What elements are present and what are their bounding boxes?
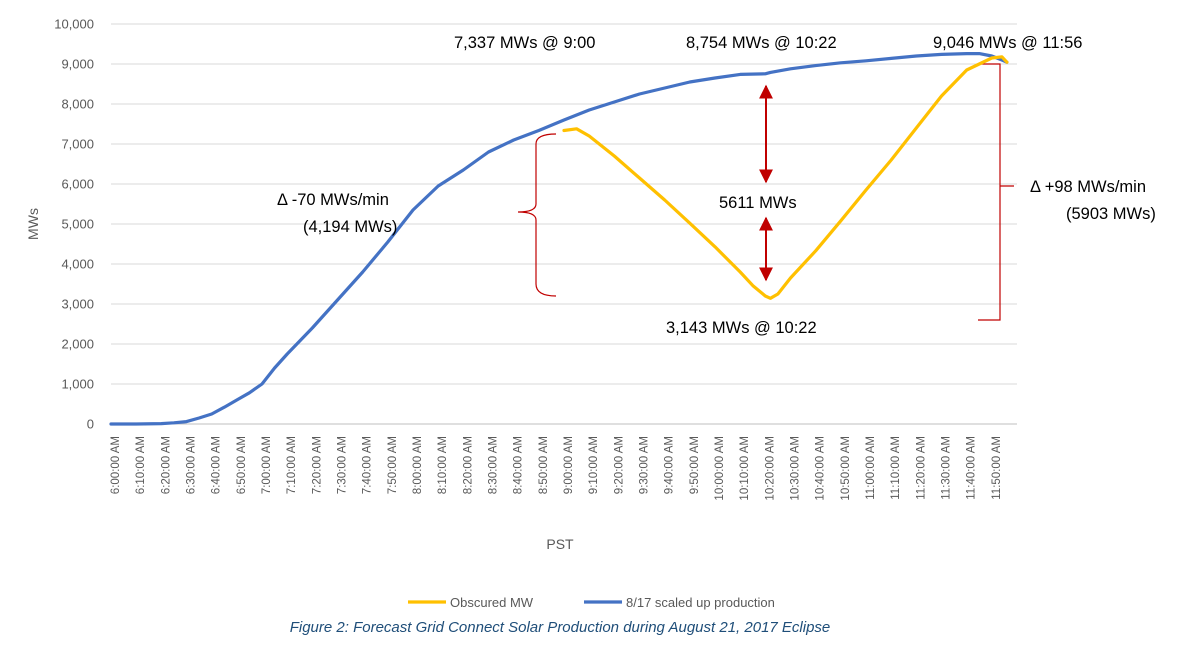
annotation-peak-9-00: 7,337 MWs @ 9:00 xyxy=(454,34,595,52)
legend: Obscured MW 8/17 scaled up production xyxy=(408,595,775,610)
y-tick-label: 6,000 xyxy=(61,177,94,192)
grid-layer xyxy=(111,23,1017,425)
x-tick-label: 7:20:00 AM xyxy=(311,436,323,494)
y-tick-label: 2,000 xyxy=(61,337,94,352)
series-line-obscured-mw xyxy=(562,55,1009,300)
figure-caption: Figure 2: Forecast Grid Connect Solar Pr… xyxy=(290,619,831,636)
y-axis-label: MWs xyxy=(25,208,41,240)
x-tick-label: 7:30:00 AM xyxy=(337,436,349,494)
x-tick-label: 8:00:00 AM xyxy=(412,436,424,494)
x-tick-label: 11:00:00 AM xyxy=(865,436,877,500)
x-tick-label: 10:10:00 AM xyxy=(739,436,751,501)
y-tick-label: 3,000 xyxy=(61,297,94,312)
annotation-layer: 7,337 MWs @ 9:00 8,754 MWs @ 10:22 9,046 M… xyxy=(277,34,1156,337)
bracket-layer xyxy=(517,63,1014,321)
x-tick-label: 6:40:00 AM xyxy=(211,436,223,494)
x-tick-label: 6:20:00 AM xyxy=(160,436,172,494)
x-tick-label: 9:10:00 AM xyxy=(588,436,600,494)
annotation-left-rate: Δ -70 MWs/min xyxy=(277,191,389,209)
x-tick-label: 8:30:00 AM xyxy=(488,436,500,494)
annotation-right-total: (5903 MWs) xyxy=(1066,205,1156,223)
left-bracket xyxy=(517,133,557,297)
x-tick-label: 8:40:00 AM xyxy=(513,436,525,494)
x-tick-label: 11:40:00 AM xyxy=(966,436,978,500)
x-axis-label: PST xyxy=(546,536,574,552)
axis-layer: 0 1,000 2,000 3,000 4,000 5,000 6,000 7,000 8,00… xyxy=(25,17,1003,553)
x-tick-label: 7:00:00 AM xyxy=(261,436,273,494)
series-line-scaled-up-production xyxy=(109,52,1009,426)
annotation-right-rate: Δ +98 MWs/min xyxy=(1030,178,1146,196)
x-tick-label: 10:00:00 AM xyxy=(714,436,726,501)
y-tick-label: 1,000 xyxy=(61,377,94,392)
x-tick-label: 10:40:00 AM xyxy=(815,436,827,501)
annotation-trough: 3,143 MWs @ 10:22 xyxy=(666,319,817,337)
x-tick-label: 11:50:00 AM xyxy=(991,436,1003,500)
y-tick-label: 8,000 xyxy=(61,97,94,112)
x-tick-label: 11:30:00 AM xyxy=(941,436,953,500)
y-tick-label: 10,000 xyxy=(54,17,94,32)
x-tick-label: 11:10:00 AM xyxy=(890,436,902,500)
x-tick-label: 10:30:00 AM xyxy=(790,436,802,501)
right-bracket xyxy=(978,63,1014,321)
x-tick-label: 6:10:00 AM xyxy=(135,436,147,494)
annotation-peak-11-56: 9,046 MWs @ 11:56 xyxy=(933,34,1082,52)
x-tick-label: 9:00:00 AM xyxy=(563,436,575,494)
x-tick-label: 9:40:00 AM xyxy=(664,436,676,494)
series-layer xyxy=(109,52,1009,426)
annotation-gap: 5611 MWs xyxy=(719,194,797,212)
x-tick-label: 9:30:00 AM xyxy=(639,436,651,494)
legend-label: Obscured MW xyxy=(450,595,534,610)
x-tick-label: 7:10:00 AM xyxy=(286,436,298,494)
x-tick-label: 8:50:00 AM xyxy=(538,436,550,494)
annotation-peak-10-22: 8,754 MWs @ 10:22 xyxy=(686,34,837,52)
x-tick-label: 11:20:00 AM xyxy=(915,436,927,500)
x-tick-label: 10:20:00 AM xyxy=(764,436,776,501)
y-tick-label: 0 xyxy=(87,417,94,432)
x-tick-label: 6:00:00 AM xyxy=(110,436,122,494)
x-tick-label: 8:20:00 AM xyxy=(462,436,474,494)
x-tick-label: 6:30:00 AM xyxy=(186,436,198,494)
legend-label: 8/17 scaled up production xyxy=(626,595,775,610)
y-tick-label: 7,000 xyxy=(61,137,94,152)
annotation-left-total: (4,194 MWs) xyxy=(303,218,397,236)
x-tick-label: 7:50:00 AM xyxy=(387,436,399,494)
y-tick-label: 5,000 xyxy=(61,217,94,232)
y-tick-label: 9,000 xyxy=(61,57,94,72)
x-tick-label: 7:40:00 AM xyxy=(362,436,374,494)
x-tick-label: 10:50:00 AM xyxy=(840,436,852,501)
x-tick-label: 9:20:00 AM xyxy=(613,436,625,494)
x-tick-label: 6:50:00 AM xyxy=(236,436,248,494)
y-tick-label: 4,000 xyxy=(61,257,94,272)
x-tick-label: 8:10:00 AM xyxy=(437,436,449,494)
x-tick-label: 9:50:00 AM xyxy=(689,436,701,494)
